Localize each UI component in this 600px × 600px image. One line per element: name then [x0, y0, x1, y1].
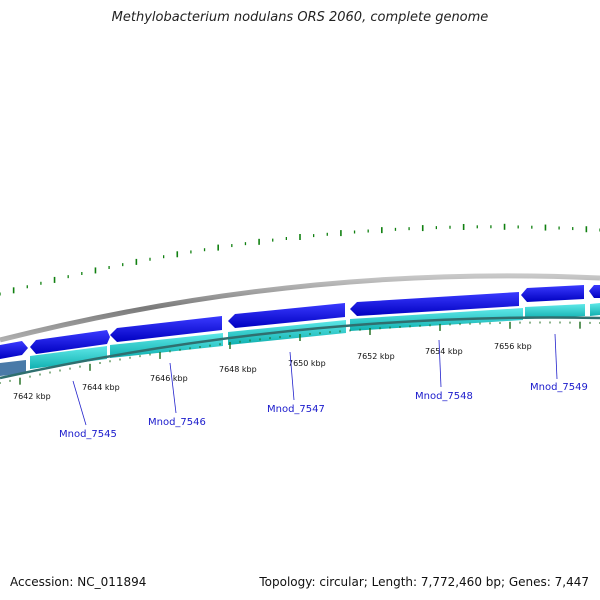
map-title: Methylobacterium nodulans ORS 2060, comp…: [111, 10, 489, 25]
tick-label: 7648 kbp: [219, 365, 257, 374]
tick-label: 7650 kbp: [288, 359, 326, 368]
scale-ruler: [0, 316, 600, 380]
tick-label: 7644 kbp: [82, 383, 120, 392]
tick-label: 7646 kbp: [150, 374, 188, 383]
reverse-gene[interactable]: [525, 304, 585, 319]
reverse-gene[interactable]: [590, 303, 600, 316]
gene-label[interactable]: Mnod_7548: [415, 391, 473, 402]
tick-label: 7642 kbp: [13, 392, 51, 401]
forward-gene[interactable]: [30, 330, 110, 354]
reverse-gene[interactable]: [30, 346, 107, 369]
gene-label[interactable]: Mnod_7546: [148, 417, 206, 428]
gene-label[interactable]: Mnod_7549: [530, 382, 588, 393]
forward-strand-genes: [0, 285, 600, 359]
accession-label: Accession: NC_011894: [10, 575, 147, 589]
topology-summary: Topology: circular; Length: 7,772,460 bp…: [259, 575, 589, 589]
forward-gene[interactable]: [0, 341, 28, 359]
gene-label[interactable]: Mnod_7545: [59, 429, 117, 440]
tick-label: 7654 kbp: [425, 347, 463, 356]
forward-gene[interactable]: [589, 285, 600, 298]
tick-label: 7656 kbp: [494, 342, 532, 351]
forward-gene[interactable]: [228, 303, 345, 328]
gene-labels: Mnod_7545 Mnod_7546 Mnod_7547 Mnod_7548 …: [59, 382, 588, 440]
reverse-gene[interactable]: [0, 360, 26, 376]
tick-label: 7652 kbp: [357, 352, 395, 361]
gc-skew-ring: [0, 223, 600, 296]
gene-label-leaders: [72, 333, 558, 426]
tick-labels: 7642 kbp 7644 kbp 7646 kbp 7648 kbp 7650…: [13, 342, 532, 401]
forward-gene[interactable]: [110, 316, 222, 342]
genome-backbone: [0, 273, 600, 343]
forward-gene[interactable]: [350, 292, 519, 316]
forward-gene[interactable]: [521, 285, 584, 302]
ruler-ticks: [0, 321, 600, 385]
gene-label[interactable]: Mnod_7547: [267, 404, 325, 415]
